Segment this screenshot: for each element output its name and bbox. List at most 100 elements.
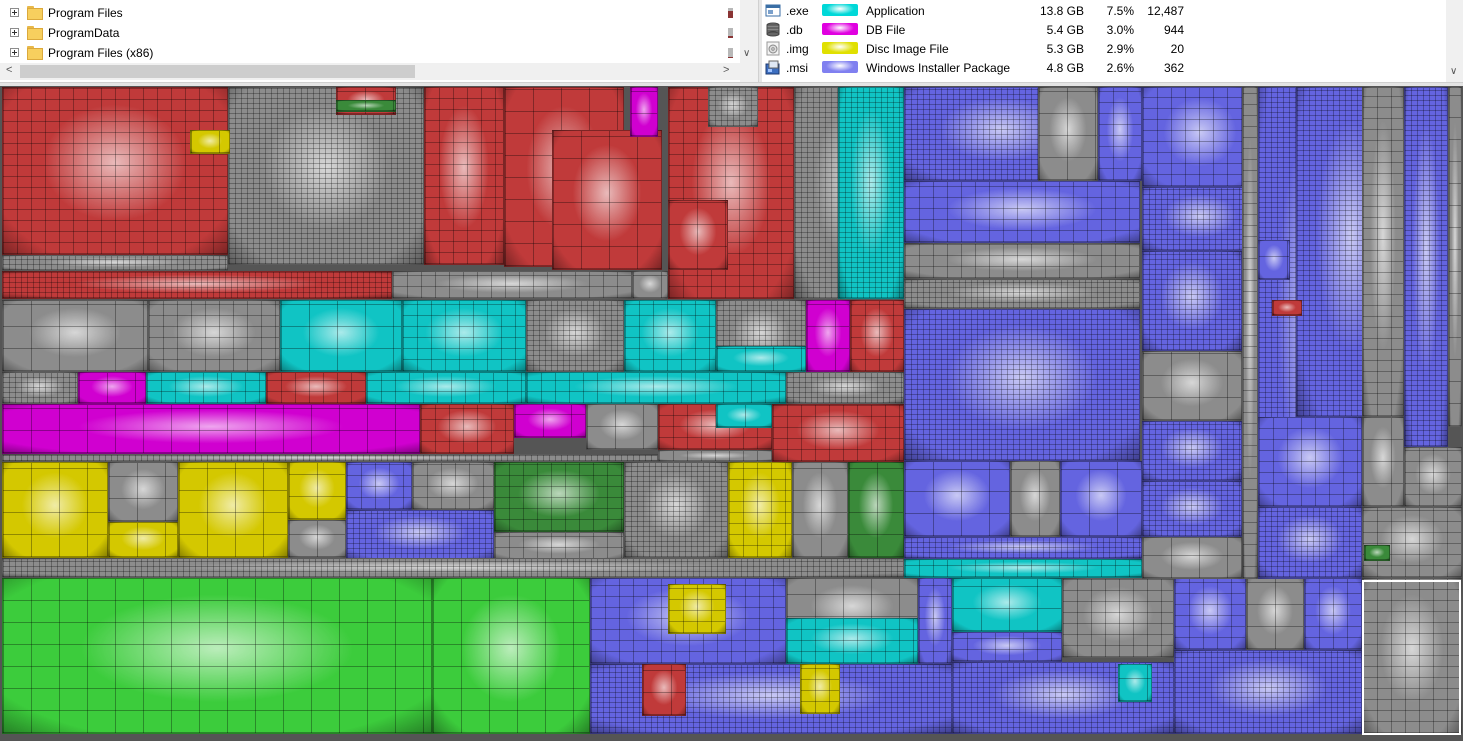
treemap-cell[interactable] — [178, 462, 288, 558]
treemap-cell[interactable] — [624, 462, 728, 558]
treemap-cell[interactable] — [904, 559, 1142, 578]
treemap-cell[interactable] — [1060, 461, 1142, 537]
treemap-cell[interactable] — [728, 462, 792, 558]
treemap-cell[interactable] — [1142, 481, 1242, 537]
extension-row[interactable]: .img Disc Image File 5.3 GB 2.9% 20 — [762, 39, 1446, 58]
treemap-cell[interactable] — [526, 300, 624, 372]
treemap-cell[interactable] — [586, 404, 658, 450]
treemap-cell[interactable] — [1404, 87, 1448, 447]
treemap-cell[interactable] — [1242, 87, 1258, 579]
treemap-cell[interactable] — [420, 404, 514, 454]
treemap-cell[interactable] — [1098, 87, 1142, 181]
treemap-cell[interactable] — [2, 454, 658, 462]
treemap-cell[interactable] — [1142, 87, 1258, 187]
treemap-cell[interactable] — [668, 200, 728, 270]
treemap-cell[interactable] — [1258, 417, 1362, 507]
treemap-cell[interactable] — [432, 578, 590, 734]
treemap-cell[interactable] — [632, 271, 668, 299]
treemap-cell[interactable] — [1258, 240, 1290, 280]
treemap-cell[interactable] — [424, 87, 504, 265]
treemap-cell[interactable] — [624, 300, 716, 372]
treemap-cell[interactable] — [1142, 537, 1242, 579]
treemap-cell[interactable] — [552, 130, 662, 270]
treemap-cell[interactable] — [366, 372, 526, 404]
chevron-left-icon[interactable]: < — [6, 64, 13, 76]
treemap-cell[interactable] — [1362, 578, 1462, 734]
treemap-cell[interactable] — [1448, 87, 1462, 427]
treemap-cell[interactable] — [1362, 417, 1404, 507]
treemap-cell[interactable] — [402, 300, 526, 372]
treemap-cell[interactable] — [850, 300, 904, 372]
treemap-cell[interactable] — [526, 372, 786, 404]
expand-icon[interactable] — [10, 28, 19, 37]
tree-item-program-files-x86[interactable]: Program Files (x86) — [0, 44, 740, 63]
treemap-cell[interactable] — [228, 87, 424, 265]
treemap-cell[interactable] — [786, 618, 918, 664]
extension-row[interactable]: .msi Windows Installer Package 4.8 GB 2.… — [762, 58, 1446, 77]
tree-item-programdata[interactable]: ProgramData — [0, 24, 740, 43]
treemap-cell[interactable] — [838, 87, 904, 299]
treemap-cell[interactable] — [108, 522, 178, 558]
treemap-cell[interactable] — [148, 300, 280, 372]
treemap-cell[interactable] — [1142, 421, 1242, 481]
tree-item-program-files[interactable]: Program Files — [0, 4, 740, 23]
extension-row[interactable]: .exe Application 13.8 GB 7.5% 12,487 — [762, 1, 1446, 20]
pane-divider[interactable] — [0, 82, 1463, 87]
tree-vertical-scrollbar[interactable]: ∨ — [740, 0, 757, 63]
treemap-cell[interactable] — [772, 404, 904, 462]
treemap-cell[interactable] — [288, 462, 346, 520]
treemap-cell[interactable] — [904, 243, 1140, 279]
treemap-cell[interactable] — [288, 520, 346, 558]
expand-icon[interactable] — [10, 8, 19, 17]
chevron-down-icon[interactable]: ∨ — [1450, 66, 1458, 77]
treemap-cell[interactable] — [658, 450, 772, 462]
treemap-cell[interactable] — [904, 461, 1010, 537]
disk-usage-treemap[interactable] — [0, 86, 1463, 741]
treemap-cell[interactable] — [904, 309, 1140, 461]
treemap-cell[interactable] — [2, 271, 392, 299]
treemap-cell[interactable] — [266, 372, 366, 404]
treemap-cell[interactable] — [1258, 507, 1362, 578]
pane-splitter[interactable] — [758, 0, 763, 82]
treemap-cell[interactable] — [494, 462, 624, 532]
treemap-cell[interactable] — [918, 578, 952, 664]
treemap-cell[interactable] — [2, 462, 108, 558]
treemap-cell[interactable] — [1142, 251, 1242, 351]
treemap-cell[interactable] — [952, 578, 1062, 632]
expand-icon[interactable] — [10, 48, 19, 57]
treemap-cell[interactable] — [716, 346, 806, 372]
treemap-cell[interactable] — [2, 578, 432, 734]
treemap-cell[interactable] — [1142, 351, 1242, 421]
extension-list-vertical-scrollbar[interactable]: ∨ — [1447, 0, 1463, 82]
treemap-cell[interactable] — [630, 87, 658, 137]
treemap-cell[interactable] — [2, 404, 420, 454]
treemap-cell[interactable] — [392, 271, 632, 299]
treemap-cell[interactable] — [146, 372, 266, 404]
treemap-cell[interactable] — [642, 664, 686, 716]
scrollbar-thumb[interactable] — [20, 65, 415, 78]
chevron-right-icon[interactable]: > — [723, 64, 730, 76]
treemap-cell[interactable] — [2, 372, 78, 404]
treemap-cell[interactable] — [848, 462, 904, 558]
treemap-cell[interactable] — [1364, 545, 1390, 561]
treemap-cell[interactable] — [1246, 578, 1304, 650]
treemap-cell[interactable] — [108, 462, 178, 522]
treemap-cell[interactable] — [786, 372, 904, 404]
treemap-cell[interactable] — [1362, 507, 1462, 578]
treemap-cell[interactable] — [708, 87, 758, 127]
treemap-cell[interactable] — [514, 404, 586, 438]
treemap-cell[interactable] — [1142, 187, 1258, 251]
treemap-cell[interactable] — [1174, 578, 1246, 650]
extension-list[interactable]: .exe Application 13.8 GB 7.5% 12,487 .db… — [762, 0, 1446, 82]
treemap-cell[interactable] — [78, 372, 146, 404]
treemap-cell[interactable] — [716, 404, 772, 428]
treemap-cell[interactable] — [952, 632, 1062, 662]
treemap-cell[interactable] — [346, 462, 412, 510]
treemap-cell[interactable] — [2, 255, 228, 271]
treemap-cell[interactable] — [1272, 300, 1302, 316]
treemap-cell[interactable] — [2, 558, 904, 578]
treemap-cell[interactable] — [904, 537, 1142, 559]
extension-row[interactable]: .db DB File 5.4 GB 3.0% 944 — [762, 20, 1446, 39]
treemap-cell[interactable] — [336, 100, 396, 112]
treemap-cell[interactable] — [1362, 87, 1404, 417]
